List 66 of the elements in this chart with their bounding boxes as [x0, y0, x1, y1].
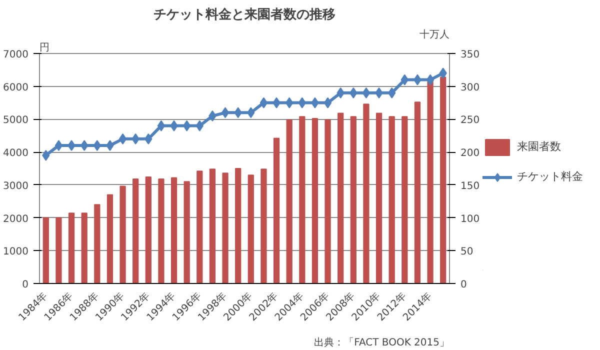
point — [157, 120, 166, 132]
bar — [94, 204, 100, 284]
bar — [299, 116, 306, 284]
point — [68, 140, 76, 151]
bar — [312, 118, 318, 284]
y2-tick-label: 150 — [460, 180, 480, 192]
bar — [414, 102, 421, 284]
point — [54, 140, 63, 151]
bar — [388, 116, 395, 284]
point — [362, 87, 370, 98]
y-tick-label: 2000 — [3, 214, 29, 225]
bar — [222, 172, 228, 284]
bar — [273, 138, 280, 284]
y2-tick-label: 50 — [460, 246, 474, 258]
bar — [68, 212, 75, 284]
y2-tick-label: 0 — [460, 280, 467, 290]
y-tick-label: 5000 — [3, 115, 29, 126]
y2-tick-label: 250 — [460, 115, 480, 126]
point — [93, 140, 101, 151]
bar — [350, 116, 356, 284]
bar — [106, 194, 114, 284]
bar — [286, 119, 292, 284]
bar — [42, 217, 49, 284]
bar — [376, 112, 382, 284]
bar — [120, 186, 126, 284]
bar — [427, 80, 434, 284]
bar — [209, 168, 216, 284]
bar — [440, 76, 446, 284]
y2-axis-title: 十万人 — [420, 28, 450, 40]
point — [324, 97, 332, 108]
bar — [248, 174, 254, 284]
point — [118, 133, 127, 144]
bar — [184, 181, 190, 284]
y-axis-title: 円 — [40, 42, 50, 54]
y2-tick-label: 200 — [460, 148, 480, 160]
point — [221, 107, 230, 118]
bar — [363, 104, 370, 284]
bar — [170, 177, 178, 284]
bar — [402, 116, 408, 284]
y-tick-label: 7000 — [3, 50, 29, 60]
point — [260, 97, 268, 108]
point — [426, 74, 434, 86]
y-tick-label: 6000 — [3, 82, 29, 94]
chart-title: チケット料金と来園者数の推移 — [154, 8, 336, 22]
bar — [324, 119, 331, 284]
bar — [145, 176, 152, 284]
legend-label: 来園者数 — [517, 139, 561, 154]
bar — [235, 168, 242, 284]
source-note: 出典：「FACT BOOK 2015」 — [314, 336, 450, 348]
bar — [132, 178, 139, 284]
y-tick-label: 0 — [22, 280, 29, 290]
point — [106, 140, 114, 151]
bar — [56, 217, 62, 284]
y-tick-label: 3000 — [3, 180, 29, 192]
bar — [81, 212, 88, 284]
y2-tick-label: 300 — [460, 82, 480, 94]
bar — [260, 168, 267, 284]
legend-label: チケット料金 — [517, 169, 583, 184]
bar — [196, 170, 203, 284]
bar — [158, 178, 164, 284]
y-tick-label: 1000 — [3, 246, 29, 258]
point — [80, 140, 88, 151]
y2-tick-label: 350 — [460, 50, 480, 60]
bar — [338, 112, 344, 284]
y2-tick-label: 100 — [460, 214, 480, 225]
y-tick-label: 4000 — [3, 148, 29, 160]
